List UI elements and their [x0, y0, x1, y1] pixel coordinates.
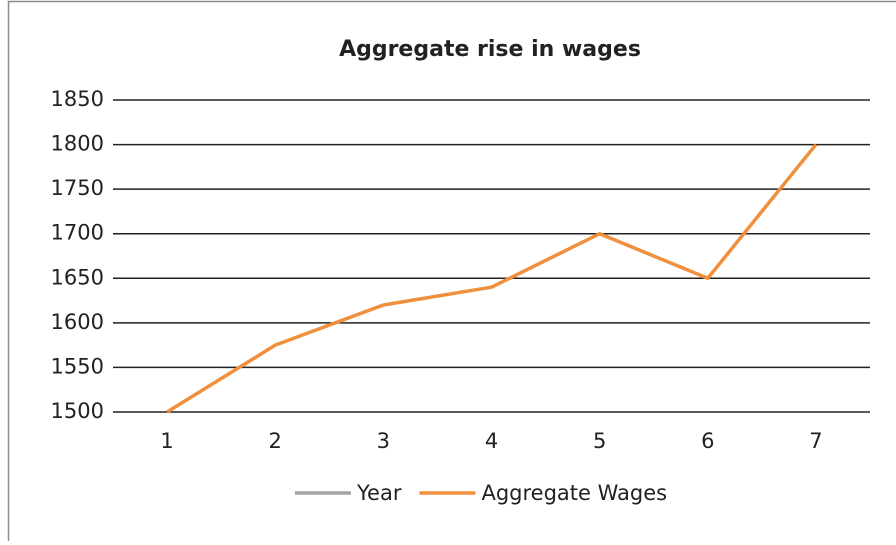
x-tick-label: 2 — [269, 429, 282, 453]
chart-title: Aggregate rise in wages — [339, 37, 641, 62]
x-tick-label: 5 — [593, 429, 606, 453]
y-tick-label: 1700 — [51, 221, 104, 245]
legend-label: Aggregate Wages — [481, 481, 667, 505]
y-tick-label: 1500 — [51, 399, 104, 423]
x-tick-label: 4 — [485, 429, 498, 453]
chart-border — [9, 2, 896, 542]
x-tick-label: 6 — [701, 429, 714, 453]
y-tick-label: 1650 — [51, 265, 104, 289]
x-tick-label: 3 — [377, 429, 390, 453]
y-tick-label: 1800 — [51, 132, 104, 156]
y-tick-label: 1550 — [51, 354, 104, 378]
legend-label: Year — [356, 481, 402, 505]
y-tick-label: 1850 — [51, 87, 104, 111]
y-tick-label: 1750 — [51, 176, 104, 200]
x-tick-label: 7 — [809, 429, 822, 453]
x-tick-label: 1 — [160, 429, 173, 453]
y-tick-label: 1600 — [51, 310, 104, 334]
